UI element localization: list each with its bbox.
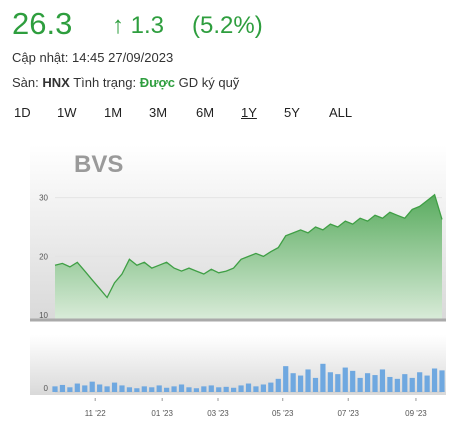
volume-bar (97, 384, 103, 392)
volume-bar (402, 374, 408, 392)
range-button[interactable]: 1M (104, 105, 123, 120)
x-tick-label: 01 '23 (151, 409, 173, 418)
volume-bar (156, 385, 162, 392)
x-tick-label: 11 '22 (85, 409, 107, 418)
volume-bar (186, 387, 192, 392)
volume-bar (305, 369, 311, 392)
volume-bar (260, 384, 266, 392)
range-button[interactable]: 1D (14, 105, 31, 120)
exchange-line: Sàn: HNX Tình trạng: Được GD ký quỹ (12, 75, 239, 90)
volume-bar (409, 377, 415, 392)
y-tick-label: 0 (44, 384, 49, 393)
volume-bar (320, 363, 326, 392)
volume-bar (372, 375, 378, 392)
volume-bar (74, 383, 80, 392)
change-pct: (5.2%) (192, 12, 263, 39)
volume-bar (134, 388, 140, 392)
volume-bar (164, 387, 170, 392)
status-label: Tình trạng: (73, 75, 137, 90)
x-tick-label: 09 '23 (405, 409, 427, 418)
volume-bar (126, 387, 133, 392)
volume-bar (283, 366, 289, 392)
volume-bar (350, 370, 356, 392)
volume-bar (312, 377, 319, 392)
x-tick-label: 05 '23 (272, 409, 294, 418)
volume-bar (193, 388, 200, 392)
volume-bar (149, 387, 155, 392)
status: Được (139, 75, 175, 90)
volume-bar (223, 386, 229, 392)
volume-bar (431, 368, 438, 392)
range-button[interactable]: 3M (149, 105, 168, 120)
volume-bar (111, 382, 118, 392)
volume-bar (342, 367, 348, 392)
volume-bar (327, 372, 333, 392)
range-button[interactable]: 1W (57, 105, 77, 120)
volume-bar (67, 387, 73, 392)
volume-bar (208, 385, 214, 392)
volume-bar (439, 370, 445, 392)
y-tick-label: 30 (39, 194, 48, 203)
range-button[interactable]: 6M (196, 105, 215, 120)
volume-bar (245, 383, 252, 392)
volume-bar (417, 372, 423, 392)
price-line (54, 193, 443, 299)
status-note: GD ký quỹ (178, 75, 240, 90)
volume-bar (141, 386, 147, 392)
chart-title: BVS (74, 151, 123, 178)
range-button[interactable]: 5Y (284, 105, 300, 120)
volume-bar (424, 375, 430, 392)
volume-bar (394, 378, 400, 392)
volume-bar (275, 378, 281, 392)
volume-bar (104, 386, 110, 392)
volume-bar (52, 386, 58, 392)
y-tick-label: 10 (39, 311, 48, 320)
exchange-label: Sàn: (12, 75, 39, 90)
volume-bar (171, 386, 177, 392)
exchange: HNX (42, 75, 70, 90)
volume-bar (178, 384, 185, 392)
volume-bar (297, 375, 304, 392)
range-button[interactable]: ALL (329, 105, 353, 120)
volume-bar (253, 386, 259, 392)
volume-bar (364, 373, 371, 392)
volume-bar (379, 369, 386, 392)
volume-bar (216, 387, 222, 392)
volume-bar (335, 374, 341, 392)
range-button[interactable]: 1Y (241, 105, 257, 120)
x-tick-label: 07 '23 (337, 409, 359, 418)
volume-bar (238, 385, 244, 392)
volume-bar (119, 385, 125, 392)
volume-bar (290, 373, 296, 392)
volume-bar (201, 386, 207, 392)
volume-bar (357, 377, 363, 392)
y-tick-label: 20 (39, 252, 48, 261)
volume-bar (82, 385, 88, 392)
volume-bar (231, 387, 237, 392)
volume-bar (89, 381, 95, 392)
change: ↑ 1.3 (112, 12, 165, 39)
volume-bar (59, 384, 66, 392)
volume-bar (268, 382, 274, 392)
volume-bar (387, 376, 393, 392)
x-tick-label: 03 '23 (207, 409, 229, 418)
updated: Cập nhật: 14:45 27/09/2023 (12, 50, 174, 65)
price: 26.3 (12, 6, 73, 41)
